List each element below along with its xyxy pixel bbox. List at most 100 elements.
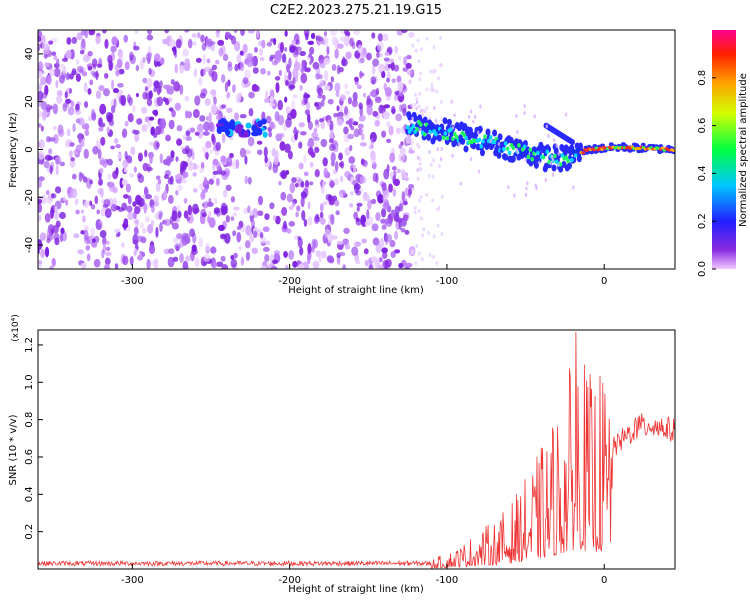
noise-speck — [204, 151, 210, 159]
signal-core — [526, 154, 531, 160]
noise-speck — [54, 186, 62, 194]
noise-speck — [406, 54, 412, 60]
snr-series-line — [38, 331, 675, 569]
noise-speck — [57, 128, 65, 138]
noise-speck — [405, 134, 412, 145]
noise-speck — [46, 103, 51, 113]
noise-speck — [377, 33, 384, 42]
noise-speck — [266, 70, 271, 76]
noise-speck — [428, 149, 431, 154]
noise-speck — [46, 237, 51, 244]
noise-speck — [343, 30, 349, 35]
noise-speck — [382, 33, 389, 42]
noise-speck — [266, 41, 273, 47]
noise-speck — [179, 84, 184, 95]
noise-speck — [419, 194, 423, 199]
noise-speck — [336, 240, 344, 245]
noise-speck — [75, 144, 82, 154]
noise-speck — [409, 119, 412, 124]
noise-speck — [182, 134, 187, 140]
noise-speck — [126, 205, 133, 213]
noise-speck — [432, 234, 436, 239]
noise-speck — [225, 107, 233, 114]
noise-speck — [117, 231, 121, 237]
noise-speck — [377, 264, 385, 269]
noise-speck — [326, 255, 334, 263]
noise-speck — [394, 45, 399, 54]
noise-speck — [557, 162, 560, 167]
noise-speck — [330, 76, 335, 83]
signal-blob — [503, 153, 509, 161]
noise-speck — [281, 53, 287, 63]
noise-speck — [405, 62, 412, 69]
noise-speck — [329, 180, 335, 189]
noise-speck — [104, 208, 112, 219]
noise-speck — [334, 199, 340, 207]
noise-speck — [269, 96, 274, 103]
noise-speck — [71, 36, 78, 45]
noise-speck — [398, 55, 402, 60]
noise-speck — [342, 239, 348, 246]
noise-speck — [296, 205, 301, 212]
noise-speck — [347, 133, 355, 140]
noise-speck — [349, 202, 354, 208]
noise-speck — [272, 162, 279, 174]
noise-speck — [331, 235, 338, 240]
noise-speck — [300, 98, 305, 107]
noise-speck — [394, 90, 400, 96]
noise-speck — [416, 38, 420, 43]
noise-speck — [59, 63, 66, 72]
noise-speck — [289, 182, 296, 194]
noise-speck — [170, 150, 175, 159]
noise-speck — [86, 253, 91, 262]
noise-speck — [382, 252, 388, 259]
noise-speck — [92, 145, 99, 155]
noise-speck — [44, 246, 50, 258]
signal-blob — [577, 142, 583, 150]
noise-speck — [156, 85, 161, 96]
noise-speck — [307, 147, 314, 156]
noise-speck — [87, 65, 93, 71]
noise-speck — [344, 90, 351, 95]
signal-blob — [243, 130, 249, 138]
noise-speck — [329, 129, 334, 141]
noise-speck — [313, 128, 318, 133]
noise-speck — [159, 222, 163, 232]
noise-speck — [128, 96, 133, 106]
noise-speck — [192, 40, 197, 46]
noise-speck — [226, 91, 231, 98]
noise-speck — [68, 87, 72, 94]
noise-speck — [430, 87, 434, 92]
noise-speck — [436, 223, 440, 228]
noise-speck — [295, 211, 299, 218]
noise-speck — [369, 91, 374, 97]
noise-speck — [220, 202, 228, 214]
noise-speck — [432, 254, 436, 259]
noise-speck — [54, 209, 59, 221]
noise-speck — [168, 39, 176, 48]
noise-speck — [385, 233, 393, 243]
noise-speck — [103, 88, 110, 97]
noise-speck — [155, 226, 159, 238]
noise-speck — [168, 97, 173, 103]
noise-speck — [150, 260, 156, 266]
noise-speck — [317, 87, 324, 96]
noise-speck — [396, 168, 401, 174]
noise-speck — [244, 155, 248, 165]
x-tick-label: 0 — [601, 575, 607, 586]
signal-core — [503, 141, 508, 146]
noise-speck — [320, 138, 328, 148]
noise-speck — [60, 227, 65, 235]
noise-speck — [95, 222, 103, 231]
noise-speck — [335, 90, 340, 97]
signal-blob — [558, 165, 564, 173]
noise-speck — [323, 36, 329, 47]
y-tick-label: 0.2 — [24, 524, 35, 540]
noise-speck — [186, 148, 193, 158]
signal-blob — [412, 115, 418, 123]
noise-speck — [126, 155, 132, 163]
noise-speck — [322, 200, 328, 206]
noise-speck — [79, 172, 84, 179]
noise-speck — [317, 36, 324, 42]
noise-speck — [239, 147, 246, 158]
